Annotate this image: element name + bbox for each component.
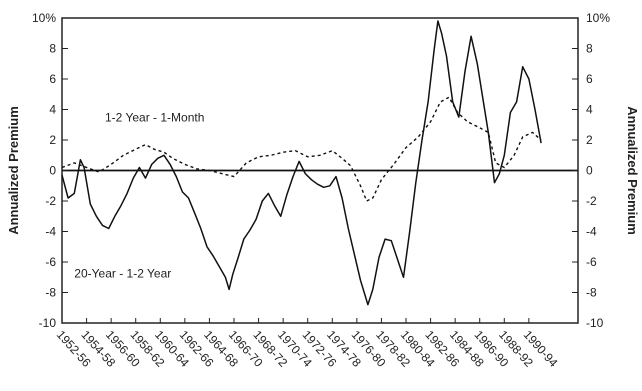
y-tick-label-right: -6 [586, 255, 597, 269]
y-tick-label-right: -10 [586, 316, 604, 330]
y-tick-label-left: 4 [49, 103, 56, 117]
y-tick-label-left: 10% [32, 11, 56, 25]
y-tick-label-right: -4 [586, 225, 597, 239]
y-axis-title-right: Annualized Premium [625, 106, 640, 235]
y-tick-label-left: 6 [49, 72, 56, 86]
y-tick-label-left: -10 [39, 316, 57, 330]
y-axis-title-left: Annualized Premium [6, 106, 21, 235]
y-tick-label-right: 4 [586, 103, 593, 117]
annotation-0: 1-2 Year - 1-Month [105, 111, 204, 125]
y-tick-label-left: 2 [49, 133, 56, 147]
y-tick-label-left: 8 [49, 42, 56, 56]
y-tick-label-left: -2 [45, 194, 56, 208]
series-line-solid [61, 20, 542, 306]
y-tick-label-left: -4 [45, 225, 56, 239]
y-tick-label-right: 0 [586, 164, 593, 178]
y-tick-label-left: -6 [45, 255, 56, 269]
annotation-1: 20-Year - 1-2 Year [74, 266, 171, 280]
y-tick-label-right: 10% [586, 11, 610, 25]
y-tick-label-right: 6 [586, 72, 593, 86]
series-line-dashed [61, 96, 542, 202]
y-tick-label-left: 0 [49, 164, 56, 178]
y-tick-label-right: 2 [586, 133, 593, 147]
y-tick-label-right: -8 [586, 286, 597, 300]
y-tick-label-left: -8 [45, 286, 56, 300]
y-tick-label-right: 8 [586, 42, 593, 56]
y-tick-label-right: -2 [586, 194, 597, 208]
